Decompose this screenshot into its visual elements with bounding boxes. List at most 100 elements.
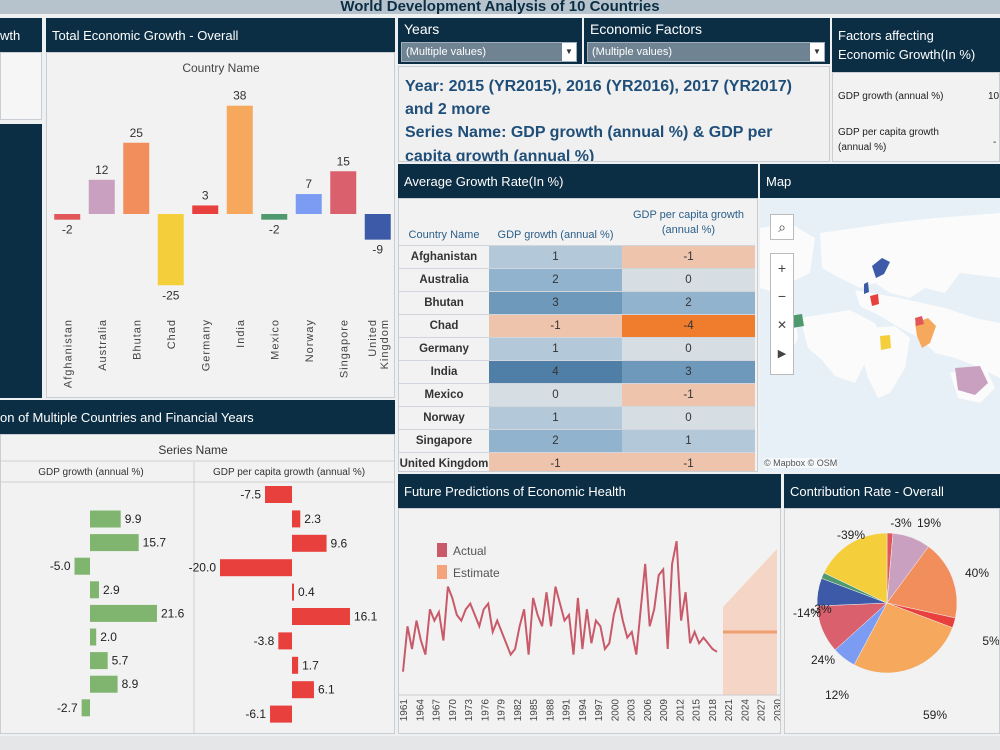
- comparison-bar-gdp[interactable]: [90, 510, 121, 528]
- comparison-bar-gdp-pc[interactable]: [292, 534, 327, 552]
- comparison-bar-gdp[interactable]: [90, 652, 108, 670]
- table-row[interactable]: Mexico 0 -1: [399, 383, 755, 407]
- pie-slice-label: -14%: [793, 606, 821, 620]
- bar-germany[interactable]: [192, 205, 219, 214]
- bar-mexico[interactable]: [261, 214, 288, 220]
- table-row[interactable]: India 4 3: [399, 360, 755, 384]
- bar-norway[interactable]: [295, 194, 322, 214]
- comparison-bar-gdp[interactable]: [90, 675, 118, 693]
- gdp-growth-cell: 2: [489, 429, 622, 453]
- x-tick-label: 2027: [757, 699, 768, 722]
- world-map[interactable]: [760, 198, 1000, 472]
- gdp-pc-growth-cell: -1: [622, 245, 755, 269]
- pie-slice[interactable]: [886, 546, 958, 619]
- bar-india[interactable]: [226, 105, 253, 214]
- comparison-bar-gdp-pc[interactable]: [292, 510, 301, 528]
- map-chad[interactable]: [880, 335, 891, 350]
- map-panel[interactable]: ⌕ + − ✕ ▶ © Mapbox © OSM: [760, 198, 1000, 472]
- zoom-in-icon[interactable]: +: [777, 260, 787, 276]
- pin-off-icon[interactable]: ✕: [776, 318, 788, 332]
- avg-growth-table: Country Name GDP growth (annual %) GDP p…: [399, 201, 755, 471]
- bar-united-kingdom[interactable]: [364, 214, 391, 240]
- map-india[interactable]: [915, 318, 936, 348]
- gdp-pc-growth-cell: 2: [622, 291, 755, 315]
- x-tick-label: 1970: [448, 699, 459, 722]
- table-row[interactable]: Germany 1 0: [399, 337, 755, 361]
- x-tick-label: 1994: [578, 699, 589, 722]
- country-cell: Afghanistan: [399, 245, 489, 269]
- x-tick-label: 1991: [562, 699, 573, 722]
- bar-value-label: 15: [337, 154, 351, 168]
- expand-arrow-icon[interactable]: ▶: [777, 348, 787, 360]
- contribution-panel: -3% 19% 40% 5% 59% 12% 24% -14% -3% -39%: [784, 508, 1000, 734]
- years-select[interactable]: (Multiple values) ▼: [401, 42, 577, 62]
- x-tick-label: 1964: [415, 699, 426, 722]
- pie-slice-label: 40%: [965, 566, 989, 580]
- pie-slice[interactable]: [853, 602, 953, 674]
- table-row[interactable]: United Kingdom -1 -1: [399, 452, 755, 471]
- comparison-bar-gdp-pc[interactable]: [292, 681, 314, 699]
- years-filter-area: (Multiple values) ▼: [398, 40, 582, 64]
- gdp-growth-cell: 3: [489, 291, 622, 315]
- bar-australia[interactable]: [88, 179, 115, 214]
- chevron-down-icon[interactable]: ▼: [562, 43, 576, 61]
- map-search-button[interactable]: ⌕: [770, 214, 794, 240]
- map-uk[interactable]: [864, 282, 869, 294]
- total-growth-bar-chart: Country Name -2 Afghanistan 12 Australia 25 Bh…: [54, 61, 391, 388]
- table-row[interactable]: Afghanistan 1 -1: [399, 245, 755, 269]
- table-row[interactable]: Bhutan 3 2: [399, 291, 755, 315]
- gdp-growth-cell: 1: [489, 406, 622, 430]
- chevron-down-icon[interactable]: ▼: [810, 43, 824, 61]
- comparison-bar-gdp-pc[interactable]: [292, 656, 299, 674]
- factors-select[interactable]: (Multiple values) ▼: [587, 42, 825, 62]
- comparison-bar-gdp[interactable]: [81, 699, 90, 717]
- future-header: Future Predictions of Economic Health: [398, 474, 781, 508]
- map-norway[interactable]: [872, 258, 890, 278]
- comparison-bar-gdp-pc[interactable]: [278, 632, 292, 650]
- comparison-header: on of Multiple Countries and Financial Y…: [0, 400, 395, 434]
- table-row[interactable]: Chad -1 -4: [399, 314, 755, 338]
- comparison-bar-gdp[interactable]: [90, 628, 97, 646]
- actual-line[interactable]: [402, 541, 718, 672]
- comparison-bar-gdp-pc[interactable]: [292, 608, 350, 625]
- bar-category-label: Germany: [200, 319, 212, 371]
- zoom-out-icon[interactable]: −: [777, 288, 787, 304]
- table-row[interactable]: Norway 1 0: [399, 406, 755, 430]
- gdp-growth-cell: 0: [489, 383, 622, 407]
- legend-actual-label: Actual: [453, 544, 486, 558]
- map-afghanistan[interactable]: [915, 316, 924, 326]
- pie-slice[interactable]: [823, 532, 888, 604]
- bar-chad[interactable]: [157, 214, 184, 286]
- contribution-header: Contribution Rate - Overall: [784, 474, 1000, 508]
- pie-slice-label: -3%: [810, 602, 832, 616]
- comparison-value-label: -7.5: [240, 488, 261, 502]
- affecting-panel: GDP growth (annual %) 10 GDP per capita …: [832, 72, 1000, 162]
- gdp-growth-cell: 1: [489, 337, 622, 361]
- bar-singapore[interactable]: [330, 171, 357, 214]
- x-tick-label: 1985: [529, 699, 540, 722]
- comparison-bar-gdp[interactable]: [90, 581, 99, 599]
- bar-category-label: Mexico: [269, 319, 281, 360]
- bar-value-label: -2: [269, 223, 280, 237]
- comparison-value-label: 9.9: [125, 512, 142, 526]
- table-row[interactable]: Singapore 2 1: [399, 429, 755, 453]
- affecting-header: Factors affecting Economic Growth(In %): [832, 18, 1000, 72]
- bar-category-label: UnitedKingdom: [367, 319, 391, 369]
- comparison-bar-gdp[interactable]: [74, 557, 91, 575]
- comparison-bar-gdp[interactable]: [90, 604, 157, 622]
- comparison-bar-gdp[interactable]: [90, 534, 139, 552]
- map-australia[interactable]: [955, 366, 988, 395]
- x-tick-label: 1961: [399, 699, 410, 722]
- comparison-bar-gdp-pc[interactable]: [265, 486, 292, 503]
- comparison-bar-gdp-pc[interactable]: [270, 705, 292, 723]
- col-gdp: GDP growth (annual %): [489, 201, 622, 246]
- comparison-bar-gdp-pc[interactable]: [220, 559, 292, 577]
- bar-bhutan[interactable]: [123, 142, 150, 214]
- x-tick-label: 1967: [432, 699, 443, 722]
- comparison-series-name-label: Series Name: [158, 443, 228, 457]
- table-row[interactable]: Australia 2 0: [399, 268, 755, 292]
- bar-afghanistan[interactable]: [54, 214, 81, 220]
- comparison-bar-gdp-pc[interactable]: [292, 583, 294, 601]
- map-germany[interactable]: [870, 294, 879, 306]
- dashboard-title: World Development Analysis of 10 Countri…: [340, 0, 660, 14]
